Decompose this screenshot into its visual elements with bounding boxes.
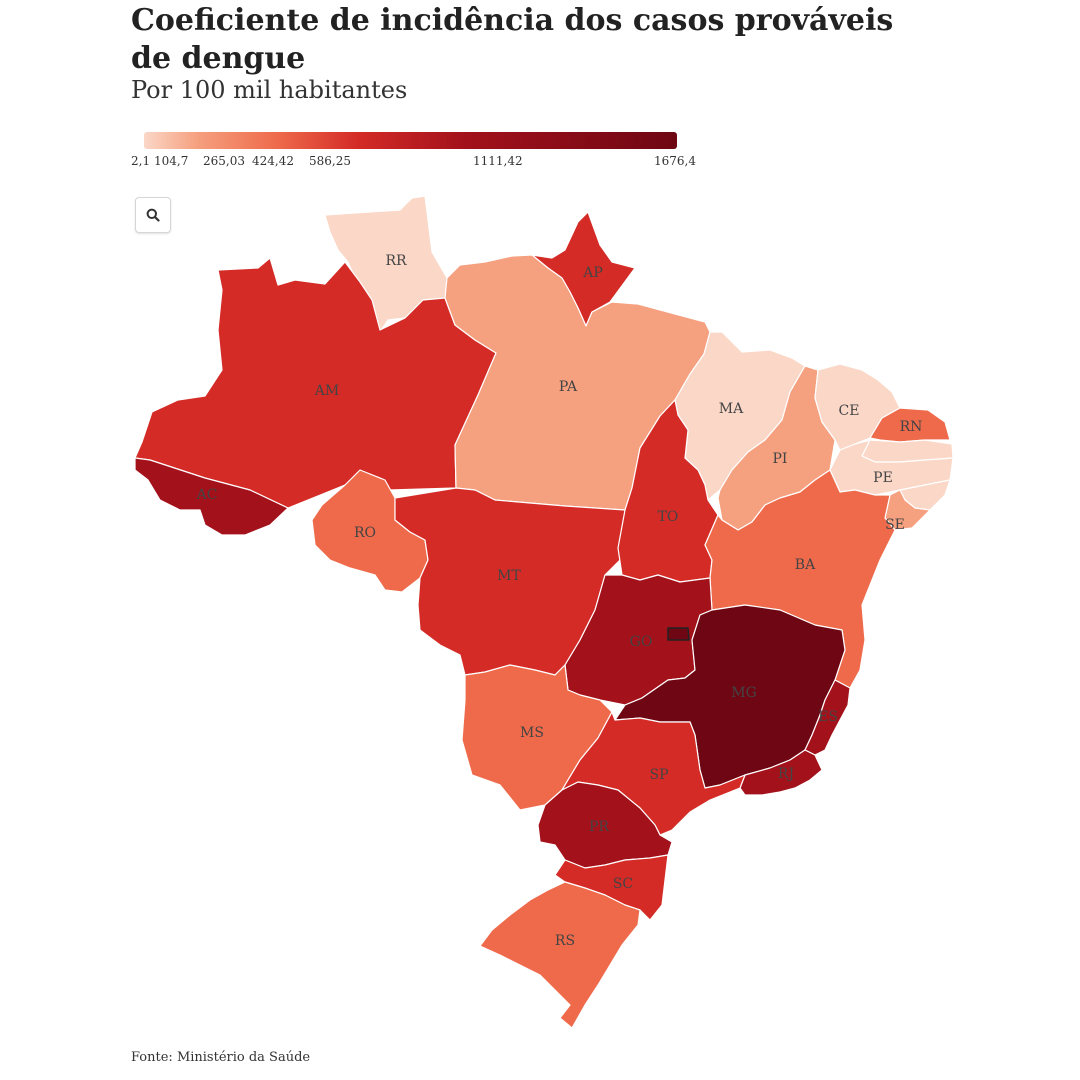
legend-tick: 265,03 [203, 154, 245, 168]
state-label-AP: AP [582, 265, 603, 281]
state-label-TO: TO [658, 509, 679, 525]
state-RO[interactable] [311, 469, 429, 593]
state-RJ[interactable] [739, 749, 823, 796]
state-label-MA: MA [719, 401, 744, 417]
state-label-SE: SE [885, 517, 905, 533]
legend-tick: 104,7 [154, 154, 189, 168]
state-label-SP: SP [649, 767, 668, 783]
chart-title: Coeficiente de incidência dos casos prov… [131, 3, 894, 76]
state-label-AM: AM [314, 383, 339, 399]
state-label-PR: PR [589, 819, 609, 835]
legend-color-bar [144, 132, 677, 149]
legend-tick: 1111,42 [473, 154, 523, 168]
state-label-MT: MT [497, 568, 521, 584]
state-RS[interactable] [479, 881, 641, 1029]
chart-subtitle: Por 100 mil habitantes [131, 76, 408, 104]
state-label-RN: RN [900, 419, 923, 435]
state-label-RO: RO [354, 525, 376, 541]
color-legend: 2,1 104,7 265,03 424,42 586,25 1111,42 1… [131, 128, 711, 176]
state-label-RR: RR [385, 253, 407, 269]
state-DF[interactable] [667, 627, 690, 641]
state-label-MS: MS [520, 725, 544, 741]
state-label-MG: MG [731, 685, 757, 701]
state-ES[interactable] [804, 679, 851, 756]
state-label-BA: BA [795, 557, 816, 573]
state-label-CE: CE [839, 403, 860, 419]
legend-tick: 2,1 [131, 154, 151, 168]
state-label-GO: GO [630, 634, 653, 650]
state-label-RS: RS [555, 933, 575, 949]
state-label-PA: PA [559, 379, 578, 395]
state-label-PE: PE [873, 470, 893, 486]
search-icon [146, 208, 160, 222]
legend-tick: 1676,4 [654, 154, 696, 168]
legend-tick: 424,42 [252, 154, 294, 168]
state-label-AC: AC [196, 487, 218, 503]
state-label-ES: ES [818, 709, 838, 725]
zoom-button[interactable] [135, 197, 171, 233]
state-label-RJ: RJ [778, 766, 794, 782]
state-AC[interactable] [134, 457, 289, 536]
state-label-SC: SC [613, 876, 633, 892]
legend-tick: 586,25 [309, 154, 351, 168]
source-note: Fonte: Ministério da Saúde [131, 1050, 311, 1065]
state-label-PI: PI [773, 451, 788, 467]
